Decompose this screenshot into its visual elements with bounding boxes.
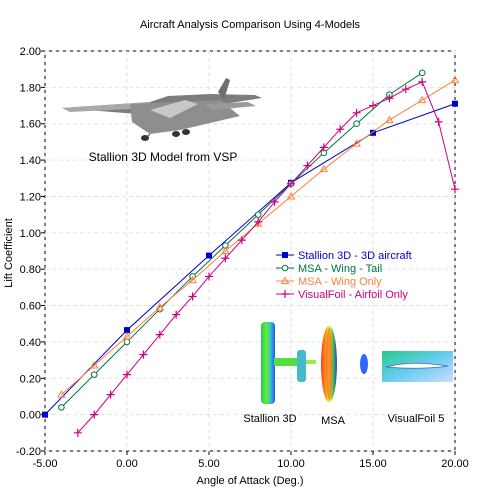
data-point <box>417 95 427 104</box>
data-point <box>155 302 165 311</box>
data-point <box>452 100 458 107</box>
x-tick-label: 5.00 <box>198 458 219 470</box>
legend-label: MSA - Wing - Tail <box>298 263 382 275</box>
x-tick-label: 10.00 <box>277 458 305 470</box>
data-point <box>205 272 213 281</box>
data-point <box>221 254 230 263</box>
data-point <box>188 275 197 284</box>
y-tick-label: 1.60 <box>20 119 41 131</box>
series-line <box>77 81 456 434</box>
x-tick-label: 0.00 <box>116 458 137 470</box>
model-caption: Stallion 3D Model from VSP <box>89 150 238 164</box>
data-point <box>254 217 263 226</box>
data-point <box>385 115 394 124</box>
data-point <box>336 125 345 134</box>
y-tick-label: 1.00 <box>20 228 41 240</box>
data-point <box>353 120 360 128</box>
data-point <box>370 129 376 136</box>
data-point <box>139 350 148 359</box>
plot-area: -5.00 0.00 5.00 10.00 15.00 20.00 -0.20 0.00 0.2… <box>16 46 469 470</box>
data-point <box>188 292 197 301</box>
stallion-airplane-image <box>62 78 262 141</box>
data-point <box>57 390 66 398</box>
legend-item-2: MSA - Wing - Tail <box>276 263 382 275</box>
data-point <box>451 185 459 194</box>
data-point <box>352 108 361 117</box>
data-point <box>303 161 312 170</box>
data-point <box>319 143 328 152</box>
legend-label: VisualFoil - Airfoil Only <box>298 289 408 301</box>
data-point <box>90 410 99 419</box>
data-point <box>286 191 296 200</box>
data-point <box>254 211 262 218</box>
y-tick-label: 0.00 <box>20 410 41 422</box>
legend-marker <box>280 276 290 284</box>
data-point <box>352 139 361 147</box>
y-tick-label: -0.20 <box>16 446 41 458</box>
data-point <box>172 310 181 319</box>
data-point <box>385 94 394 103</box>
data-point <box>287 179 295 188</box>
data-point <box>123 370 131 379</box>
y-tick-label: 0.60 <box>20 301 41 313</box>
data-point <box>58 404 65 411</box>
data-point <box>319 164 329 173</box>
data-point <box>450 75 460 84</box>
data-point <box>369 101 377 110</box>
data-point <box>73 428 82 437</box>
series-4 <box>73 77 459 437</box>
x-tick-label: 15.00 <box>359 458 387 470</box>
data-point <box>401 85 410 94</box>
data-point <box>106 390 115 399</box>
x-tick-label: -5.00 <box>32 458 57 470</box>
data-point <box>221 246 230 254</box>
legend-marker <box>282 252 288 258</box>
y-tick-label: 1.80 <box>20 82 41 94</box>
legend-item-4: VisualFoil - Airfoil Only <box>276 289 408 301</box>
visualfoil-image-label: VisualFoil 5 <box>388 413 445 425</box>
stallion3d-model-image <box>261 322 316 404</box>
data-point <box>90 371 98 378</box>
y-tick-label: 1.20 <box>20 191 41 203</box>
data-point <box>206 252 212 259</box>
legend-marker <box>281 290 289 298</box>
series-line <box>44 103 456 415</box>
legend-item-1: Stallion 3D - 3D aircraft <box>276 250 412 262</box>
data-point <box>434 117 443 126</box>
legend-label: Stallion 3D - 3D aircraft <box>298 250 412 262</box>
data-point <box>418 69 426 77</box>
data-point <box>122 331 132 340</box>
legend-marker <box>281 264 289 272</box>
y-tick-label: 0.80 <box>20 264 41 276</box>
data-point <box>123 338 131 346</box>
x-tick-label: 20.00 <box>441 458 469 470</box>
y-tick-label: 0.40 <box>20 337 41 349</box>
y-tick-label: 2.00 <box>20 46 41 58</box>
data-point <box>89 361 99 369</box>
msa-image-label: MSA <box>321 415 346 427</box>
data-point <box>155 330 164 339</box>
chart-title: Aircraft Analysis Comparison Using 4-Mod… <box>140 19 361 31</box>
data-point <box>270 197 279 206</box>
series-line <box>61 72 423 408</box>
stallion3d-image-label: Stallion 3D <box>243 413 296 425</box>
grid-lines <box>41 50 456 455</box>
data-point <box>42 411 48 418</box>
series-layer <box>42 69 460 437</box>
msa-model-image <box>321 326 337 402</box>
x-axis-label: Angle of Attack (Deg.) <box>197 475 304 487</box>
tick-labels: -5.00 0.00 5.00 10.00 15.00 20.00 -0.20 0.00 0.2… <box>16 46 469 470</box>
legend-label: MSA - Wing Only <box>298 276 382 288</box>
plot-frame <box>44 50 456 452</box>
visualfoil-model-image <box>360 351 453 382</box>
legend-item-3: MSA - Wing Only <box>276 276 382 288</box>
y-tick-label: 0.20 <box>20 373 41 385</box>
y-axis-label: Lift Coefficient <box>3 218 15 288</box>
data-point <box>124 327 130 334</box>
y-tick-label: 1.40 <box>20 155 41 167</box>
data-point <box>237 236 246 245</box>
data-point <box>418 77 427 86</box>
